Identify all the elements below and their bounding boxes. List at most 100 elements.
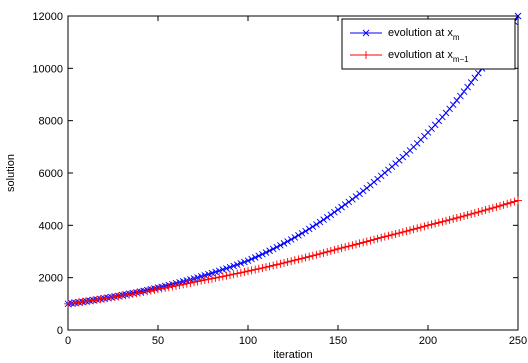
data-point bbox=[287, 257, 296, 266]
data-point bbox=[352, 193, 360, 200]
y-axis-label: solution bbox=[5, 154, 17, 192]
data-point bbox=[470, 209, 479, 218]
data-point bbox=[229, 270, 238, 279]
data-point bbox=[416, 223, 425, 232]
data-point bbox=[359, 187, 367, 195]
data-point bbox=[471, 74, 479, 82]
data-point bbox=[233, 261, 241, 268]
legend-box bbox=[341, 18, 516, 70]
data-point bbox=[175, 281, 184, 290]
data-point bbox=[356, 190, 363, 198]
data-point bbox=[467, 79, 475, 86]
data-point bbox=[456, 212, 465, 221]
data-point bbox=[107, 293, 116, 302]
data-point bbox=[488, 203, 497, 212]
data-point bbox=[194, 274, 201, 281]
y-tick-label: 0 bbox=[57, 325, 63, 337]
data-point bbox=[272, 260, 281, 269]
data-point bbox=[449, 101, 457, 108]
data-point bbox=[406, 226, 414, 235]
data-point bbox=[208, 269, 216, 277]
legend-entry-2: evolution at xm−1 bbox=[350, 49, 469, 64]
data-point bbox=[341, 243, 350, 252]
data-point bbox=[143, 287, 152, 296]
data-point bbox=[295, 232, 302, 239]
data-point bbox=[121, 291, 130, 300]
data-point bbox=[402, 227, 411, 236]
data-point bbox=[157, 284, 166, 293]
data-point bbox=[298, 254, 306, 263]
data-point bbox=[211, 273, 220, 282]
data-point bbox=[499, 200, 508, 209]
x-tick-label: 50 bbox=[152, 335, 164, 347]
data-point bbox=[233, 269, 242, 278]
data-point bbox=[78, 297, 87, 306]
data-point bbox=[460, 212, 468, 221]
data-point bbox=[359, 238, 368, 247]
data-point bbox=[434, 218, 443, 227]
data-point bbox=[280, 258, 288, 267]
data-point bbox=[258, 263, 267, 272]
data-point bbox=[247, 266, 256, 275]
data-point bbox=[370, 235, 378, 244]
data-point bbox=[345, 198, 353, 206]
data-point bbox=[259, 250, 266, 258]
data-point bbox=[179, 280, 188, 289]
data-point bbox=[125, 290, 134, 299]
data-point bbox=[150, 285, 159, 294]
data-point bbox=[212, 268, 219, 276]
x-tick-label: 250 bbox=[509, 335, 527, 347]
data-point bbox=[442, 216, 450, 225]
data-point bbox=[136, 288, 144, 297]
data-point bbox=[193, 277, 202, 286]
data-point bbox=[67, 299, 76, 308]
data-point bbox=[85, 296, 94, 305]
data-point bbox=[251, 265, 260, 274]
data-point bbox=[313, 221, 320, 228]
data-point bbox=[424, 221, 432, 230]
data-point bbox=[334, 244, 342, 253]
data-point bbox=[132, 289, 141, 298]
data-point bbox=[377, 233, 386, 242]
data-point bbox=[82, 297, 90, 306]
data-point bbox=[305, 252, 314, 261]
data-point bbox=[291, 234, 299, 241]
data-point bbox=[172, 281, 180, 290]
data-point bbox=[248, 255, 255, 263]
data-point bbox=[222, 271, 231, 280]
data-point bbox=[344, 242, 353, 251]
data-point bbox=[380, 232, 389, 241]
data-point bbox=[388, 230, 396, 239]
y-tick-label: 12000 bbox=[32, 11, 63, 23]
legend-label: evolution at xm−1 bbox=[388, 49, 469, 64]
data-point bbox=[298, 229, 306, 237]
data-point bbox=[265, 262, 274, 271]
data-point bbox=[244, 257, 252, 264]
data-point bbox=[240, 267, 249, 276]
data-point bbox=[319, 248, 328, 257]
data-point bbox=[161, 283, 170, 292]
data-point bbox=[215, 267, 223, 275]
data-point bbox=[139, 287, 148, 296]
y-tick-label: 2000 bbox=[39, 273, 63, 285]
data-point bbox=[395, 229, 404, 238]
data-point bbox=[223, 265, 230, 272]
legend-label-main: evolution at x bbox=[388, 49, 453, 61]
data-point bbox=[276, 259, 285, 268]
y-tick-label: 6000 bbox=[39, 168, 63, 180]
data-point bbox=[460, 88, 468, 95]
data-point bbox=[273, 243, 281, 251]
data-point bbox=[391, 229, 400, 238]
data-point bbox=[200, 275, 209, 284]
data-point bbox=[510, 197, 519, 206]
data-point bbox=[349, 195, 356, 203]
data-point bbox=[262, 249, 270, 256]
data-point bbox=[506, 198, 515, 207]
data-point bbox=[114, 292, 123, 301]
data-point bbox=[420, 222, 429, 231]
data-point bbox=[327, 211, 335, 219]
x-axis: 0 50 100 150 200 250 bbox=[65, 16, 527, 347]
data-point bbox=[254, 264, 263, 273]
data-point bbox=[457, 92, 464, 100]
